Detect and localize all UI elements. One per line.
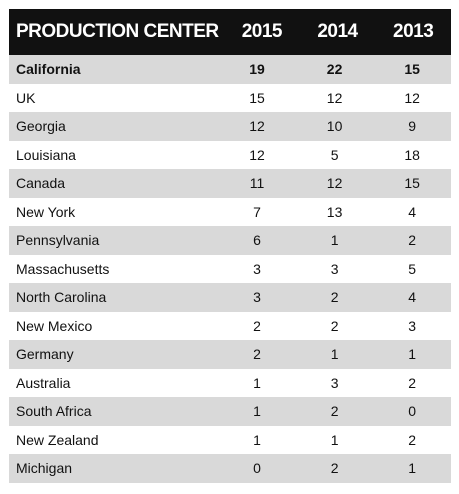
cell-2014: 1 [330, 431, 339, 448]
cell-2013: 4 [408, 289, 417, 306]
header-2013: 2013 [393, 21, 434, 42]
cell-2014: 12 [326, 175, 343, 192]
table-header-row: PRODUCTION CENTER 2015 2014 2013 [9, 9, 451, 55]
cell-2015: 1 [253, 374, 261, 391]
table-row: California 19 22 15 [9, 55, 451, 84]
table-row: Georgia 12 10 9 [9, 112, 451, 141]
cell-2015: 2 [253, 317, 261, 334]
header-2015: 2015 [241, 21, 283, 42]
cell-2015: 12 [249, 146, 265, 163]
cell-production-center: California [16, 61, 81, 78]
cell-production-center: Michigan [16, 460, 73, 477]
header-production-center: PRODUCTION CENTER [16, 21, 219, 42]
cell-2015: 1 [253, 403, 261, 420]
cell-production-center: Massachusetts [16, 260, 110, 277]
cell-production-center: New York [16, 203, 76, 220]
table-row: Louisiana 12 5 18 [9, 141, 451, 170]
cell-2015: 12 [249, 118, 265, 135]
cell-2014: 2 [330, 289, 339, 306]
cell-2013: 1 [408, 460, 417, 477]
cell-2015: 15 [249, 89, 265, 106]
cell-production-center: New Zealand [16, 431, 99, 448]
cell-2013: 0 [408, 403, 417, 420]
cell-2015: 2 [253, 346, 261, 363]
cell-2015: 19 [249, 61, 265, 78]
table-row: New York 7 13 4 [9, 198, 451, 227]
table-body: California 19 22 15 UK 15 12 12 Georgia 12 10 9 Loui… [9, 55, 451, 483]
cell-2013: 5 [408, 260, 417, 277]
cell-2015: 3 [253, 289, 261, 306]
cell-2013: 1 [408, 346, 417, 363]
cell-2015: 11 [249, 175, 265, 192]
cell-production-center: Pennsylvania [16, 232, 100, 249]
cell-2013: 9 [408, 118, 417, 135]
cell-2014: 1 [330, 346, 339, 363]
table-row: Australia 1 3 2 [9, 369, 451, 398]
cell-2013: 18 [404, 146, 420, 163]
table-row: Pennsylvania 6 1 2 [9, 226, 451, 255]
cell-2014: 13 [326, 203, 343, 220]
cell-2015: 3 [253, 260, 261, 277]
table-row: Michigan 0 2 1 [9, 454, 451, 483]
table-row: South Africa 1 2 0 [9, 397, 451, 426]
cell-2013: 2 [408, 431, 417, 448]
cell-2015: 7 [253, 203, 261, 220]
cell-2013: 12 [404, 89, 420, 106]
cell-production-center: UK [16, 89, 36, 106]
cell-production-center: New Mexico [16, 317, 93, 334]
cell-production-center: Germany [16, 346, 74, 363]
cell-2014: 3 [330, 374, 339, 391]
cell-2014: 10 [326, 118, 343, 135]
cell-2014: 22 [326, 61, 343, 78]
table-row: Massachusetts 3 3 5 [9, 255, 451, 284]
header-2014: 2014 [317, 21, 358, 42]
table-row: North Carolina 3 2 4 [9, 283, 451, 312]
cell-production-center: Australia [16, 374, 71, 391]
cell-2014: 1 [330, 232, 339, 249]
production-center-table: PRODUCTION CENTER 2015 2014 2013 Califor… [9, 9, 451, 483]
cell-2013: 15 [404, 61, 420, 78]
cell-2013: 4 [408, 203, 417, 220]
cell-2015: 0 [253, 460, 261, 477]
cell-production-center: Canada [16, 175, 66, 192]
table-row: Germany 2 1 1 [9, 340, 451, 369]
cell-2014: 3 [330, 260, 339, 277]
table-row: New Mexico 2 2 3 [9, 312, 451, 341]
cell-2015: 1 [253, 431, 261, 448]
cell-2014: 2 [330, 403, 339, 420]
cell-production-center: South Africa [16, 403, 92, 420]
cell-production-center: North Carolina [16, 289, 107, 306]
cell-2014: 12 [326, 89, 343, 106]
table-row: Canada 11 12 15 [9, 169, 451, 198]
cell-2014: 5 [330, 146, 339, 163]
cell-2013: 2 [408, 232, 417, 249]
cell-2014: 2 [330, 317, 339, 334]
cell-2013: 2 [408, 374, 417, 391]
cell-2013: 15 [404, 175, 420, 192]
table-row: UK 15 12 12 [9, 84, 451, 113]
cell-production-center: Georgia [16, 118, 66, 135]
cell-2014: 2 [330, 460, 339, 477]
cell-production-center: Louisiana [16, 146, 76, 163]
cell-2015: 6 [253, 232, 261, 249]
cell-2013: 3 [408, 317, 417, 334]
table-row: New Zealand 1 1 2 [9, 426, 451, 455]
